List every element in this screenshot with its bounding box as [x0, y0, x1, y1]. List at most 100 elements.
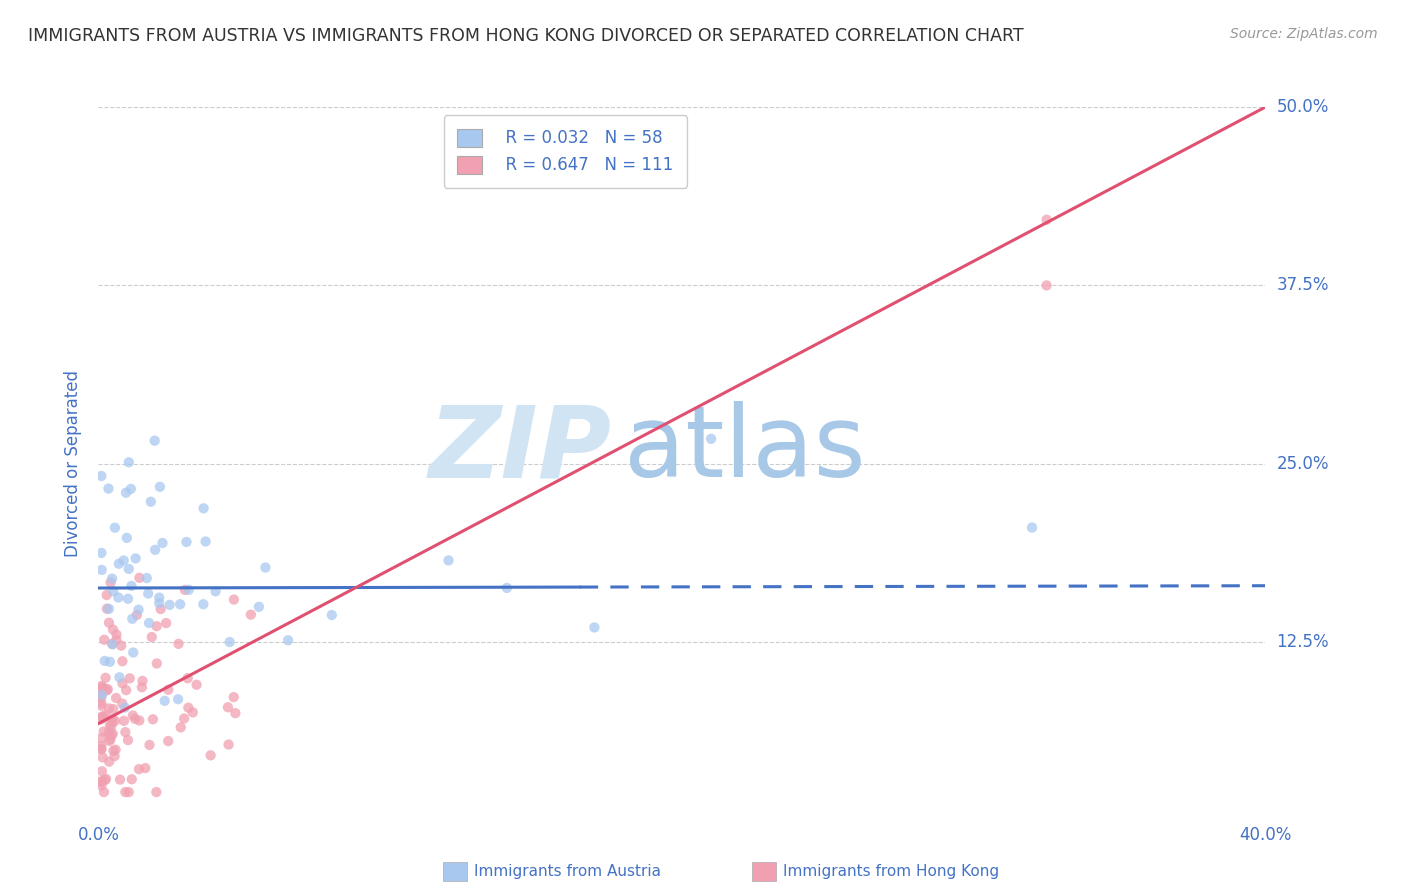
Point	[254, 560, 277, 574]
Point	[91, 764, 114, 779]
Point	[96, 601, 118, 615]
Point	[93, 785, 115, 799]
Point	[222, 592, 245, 607]
Point	[146, 657, 169, 671]
Point	[98, 615, 121, 630]
Point	[128, 714, 150, 728]
Point	[97, 602, 120, 616]
Point	[153, 694, 176, 708]
Point	[1035, 212, 1057, 227]
Point	[90, 731, 112, 746]
Point	[93, 632, 115, 647]
Point	[103, 702, 125, 716]
Point	[149, 480, 172, 494]
Point	[98, 734, 121, 748]
Point	[145, 785, 167, 799]
Point	[90, 712, 112, 726]
Point	[98, 718, 121, 732]
Point	[167, 637, 190, 651]
Point	[583, 620, 606, 634]
Point	[177, 671, 200, 685]
Point	[93, 681, 115, 695]
Point	[177, 700, 200, 714]
Point	[138, 738, 160, 752]
Point	[90, 546, 112, 560]
Point	[105, 627, 128, 641]
Point	[186, 678, 208, 692]
Point	[96, 588, 118, 602]
Point	[193, 501, 215, 516]
Text: 50.0%: 50.0%	[1277, 98, 1329, 116]
Point	[167, 692, 190, 706]
Point	[174, 582, 197, 597]
Point	[94, 773, 117, 788]
Point	[200, 748, 222, 763]
Point	[97, 701, 120, 715]
Point	[134, 761, 156, 775]
Point	[112, 714, 135, 728]
Point	[143, 542, 166, 557]
Point	[104, 521, 127, 535]
Point	[90, 698, 112, 713]
Point	[177, 582, 200, 597]
Point	[90, 681, 112, 695]
Point	[94, 671, 117, 685]
Point	[204, 584, 226, 599]
Point	[100, 720, 122, 734]
Point	[159, 598, 181, 612]
Point	[115, 485, 138, 500]
Point	[103, 584, 125, 599]
Point	[90, 679, 112, 693]
Point	[124, 712, 146, 726]
Point	[321, 607, 343, 622]
Point	[120, 482, 142, 496]
Point	[103, 744, 125, 758]
Point	[90, 688, 112, 702]
Point	[101, 637, 124, 651]
Point	[218, 635, 240, 649]
Legend:   R = 0.032   N = 58,   R = 0.647   N = 111: R = 0.032 N = 58, R = 0.647 N = 111	[443, 115, 688, 187]
Point	[90, 774, 112, 789]
Point	[135, 571, 157, 585]
Point	[94, 772, 117, 786]
Point	[218, 738, 240, 752]
Point	[105, 691, 128, 706]
Text: IMMIGRANTS FROM AUSTRIA VS IMMIGRANTS FROM HONG KONG DIVORCED OR SEPARATED CORRE: IMMIGRANTS FROM AUSTRIA VS IMMIGRANTS FR…	[28, 27, 1024, 45]
Point	[117, 591, 139, 606]
Point	[121, 612, 143, 626]
Point	[110, 639, 132, 653]
Point	[131, 673, 153, 688]
Point	[141, 630, 163, 644]
Point	[108, 772, 131, 787]
Point	[90, 469, 112, 483]
Text: atlas: atlas	[623, 401, 865, 498]
Point	[118, 455, 141, 469]
Point	[90, 742, 112, 756]
Point	[90, 739, 112, 753]
Point	[115, 531, 138, 545]
Point	[136, 586, 159, 600]
Point	[104, 714, 127, 728]
Point	[98, 655, 121, 669]
Point	[97, 682, 120, 697]
Point	[90, 775, 112, 789]
Point	[222, 690, 245, 705]
Point	[217, 700, 239, 714]
Point	[121, 772, 143, 787]
Point	[148, 591, 170, 605]
Point	[128, 603, 150, 617]
Point	[115, 683, 138, 698]
Point	[1035, 278, 1057, 293]
Point	[100, 728, 122, 742]
Point	[173, 711, 195, 725]
Point	[145, 619, 167, 633]
Point	[90, 710, 112, 724]
Point	[93, 724, 115, 739]
Point	[124, 551, 146, 566]
Text: Immigrants from Hong Kong: Immigrants from Hong Kong	[783, 864, 1000, 879]
Point	[111, 654, 134, 668]
Point	[176, 535, 198, 549]
Point	[181, 706, 204, 720]
Point	[121, 708, 143, 723]
Point	[170, 720, 193, 734]
